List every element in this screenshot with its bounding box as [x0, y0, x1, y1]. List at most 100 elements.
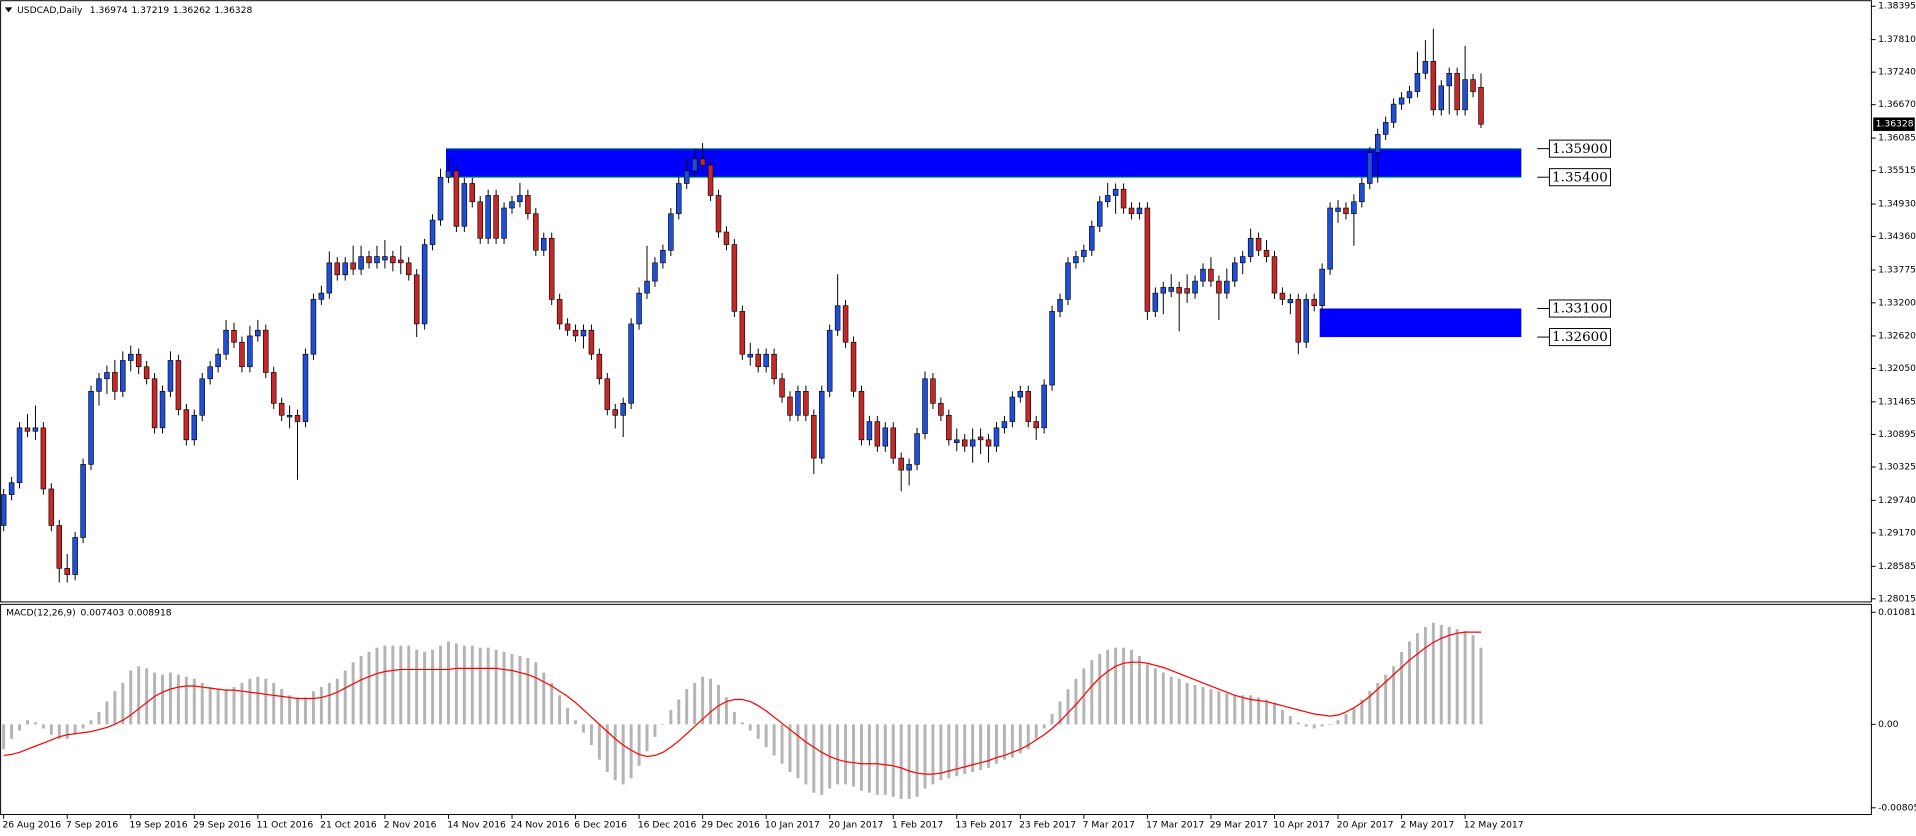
candle-body: [286, 414, 293, 418]
macd-bar: [319, 687, 323, 725]
macd-bar: [1241, 695, 1245, 725]
macd-bar: [1161, 672, 1165, 725]
macd-bar: [296, 697, 300, 725]
macd-bar: [256, 676, 260, 725]
candle-body: [16, 427, 23, 483]
candle-body: [1438, 85, 1445, 111]
candle-body: [1176, 287, 1182, 294]
macd-bar: [764, 724, 768, 748]
candle-body: [1374, 134, 1381, 153]
candle-body: [946, 414, 952, 441]
candle-body: [715, 195, 722, 233]
candle-body: [350, 262, 356, 270]
chart-header: USDCAD,Daily 1.36974 1.37219 1.36262 1.36328: [17, 4, 252, 15]
macd-bar: [272, 682, 276, 725]
candle-body: [1112, 188, 1119, 196]
macd-bar: [192, 678, 196, 725]
macd-bar: [1018, 724, 1022, 754]
macd-bar: [867, 724, 871, 793]
candle-body: [127, 353, 134, 361]
candle-body: [541, 237, 547, 251]
candle-body: [1303, 299, 1310, 343]
macd-bar: [153, 672, 157, 725]
candle-body: [564, 323, 571, 331]
candle-body: [636, 292, 642, 325]
macd-bar: [415, 649, 419, 725]
x-tick-label: 6 Dec 2016: [574, 819, 627, 830]
macd-bar: [597, 724, 601, 760]
macd-bar: [280, 689, 284, 725]
candle-body: [707, 164, 714, 196]
candle-body: [96, 378, 102, 392]
candle-body: [1128, 207, 1135, 215]
candle-body: [429, 219, 436, 245]
macd-bar: [145, 668, 149, 725]
macd-bar: [931, 724, 935, 785]
macd-bar: [1447, 626, 1451, 725]
macd-bar: [621, 724, 625, 785]
candle-body: [1200, 268, 1206, 282]
zone-label: 1.35400: [1552, 170, 1608, 185]
macd-bar: [1328, 724, 1332, 725]
macd-bar: [478, 647, 482, 725]
candle-body: [819, 391, 825, 459]
macd-bar: [454, 643, 458, 725]
macd-bar: [1400, 651, 1404, 725]
candle-body: [112, 372, 118, 392]
menu-arrow[interactable]: [4, 7, 13, 13]
zone: [1319, 308, 1522, 338]
candle-body: [922, 378, 928, 434]
candle-body: [1144, 207, 1151, 312]
macd-bar: [979, 724, 983, 770]
candle-body: [151, 378, 158, 429]
candle-body: [1017, 391, 1024, 398]
candle-body: [1208, 268, 1214, 282]
y-tick-label: 1.30325: [1878, 461, 1916, 472]
candle-body: [938, 402, 944, 416]
y-tick-label: 1.35515: [1878, 165, 1916, 176]
macd-bar: [1130, 649, 1133, 725]
candle-body: [1295, 299, 1302, 343]
macd-bar: [1114, 647, 1118, 725]
candle-body: [1009, 396, 1016, 422]
candle-body: [1184, 288, 1190, 294]
macd-bar: [359, 655, 363, 725]
candle-body: [453, 170, 460, 227]
macd-bar: [97, 711, 101, 725]
candle-body: [159, 391, 166, 429]
candle-body: [1367, 152, 1373, 184]
macd-bar: [1177, 678, 1181, 725]
candle-body: [1152, 292, 1159, 312]
candle-body: [1160, 287, 1167, 294]
macd-bar: [796, 724, 800, 779]
candle-body: [954, 439, 960, 443]
candle-body: [556, 299, 563, 325]
candle-body: [501, 207, 507, 239]
candle-body: [1247, 237, 1254, 257]
candle-body: [1096, 201, 1103, 227]
macd-bar: [907, 724, 911, 799]
candle-body: [771, 353, 777, 380]
candle-body: [866, 421, 873, 441]
candle-body: [374, 256, 380, 264]
macd-bar: [327, 682, 331, 725]
candle-body: [914, 433, 920, 465]
macd-bar: [550, 682, 554, 725]
header-value: 1.36328: [214, 4, 252, 15]
macd-bar: [510, 653, 514, 725]
macd-bar: [574, 720, 577, 725]
macd-bar: [899, 724, 903, 799]
x-tick-label: 16 Dec 2016: [638, 819, 697, 830]
macd-bar: [462, 645, 466, 725]
candle-body: [1081, 249, 1087, 257]
macd-bar: [113, 691, 117, 725]
x-tick-label: 29 Mar 2017: [1210, 819, 1268, 830]
candle-body: [1287, 299, 1294, 304]
x-tick-label: 29 Sep 2016: [193, 819, 251, 830]
candle-body: [1255, 237, 1262, 251]
macd-bar: [1137, 655, 1141, 725]
candle-body: [803, 391, 809, 416]
macd-bar: [1153, 668, 1157, 725]
candle-body: [755, 353, 761, 368]
candle-body: [1263, 249, 1270, 257]
